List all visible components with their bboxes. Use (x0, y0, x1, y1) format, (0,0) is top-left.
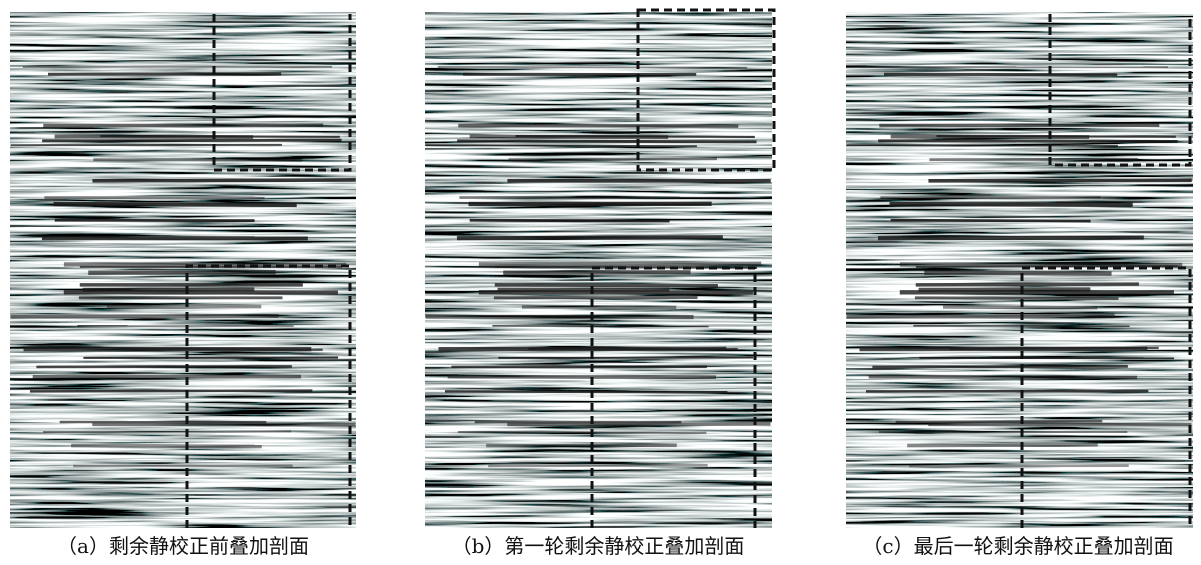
reflector-line (470, 220, 670, 221)
reflector-line (54, 204, 297, 205)
reflector-line (495, 285, 718, 286)
reflector-line (896, 421, 1103, 422)
reflector-line (426, 145, 697, 146)
reflector-line (890, 204, 1133, 205)
reflector-line (470, 137, 668, 138)
section-image (10, 12, 356, 528)
caption: （b）第一轮剩余静校正叠加剖面 (452, 534, 745, 558)
caption: （c）最后一轮剩余静校正叠加剖面 (862, 534, 1173, 558)
reflector-line (71, 446, 262, 447)
reflector-line (878, 238, 1144, 239)
section-image (425, 12, 772, 528)
reflector-line (88, 272, 275, 273)
reflector-line (43, 431, 291, 432)
reflector-line (916, 284, 1139, 285)
reflector-line (847, 316, 1115, 317)
reflector-line (943, 307, 1097, 308)
reflector-line (928, 180, 1191, 181)
reflector-line (458, 126, 738, 127)
figure: （a）剩余静校正前叠加剖面 （b）第一轮剩余静校正叠加剖面 （c）最后一轮剩余静… (0, 0, 1201, 565)
reflector-line (847, 145, 1118, 146)
reflector-line (891, 137, 1089, 138)
reflector-line (42, 140, 341, 141)
reflector-line (872, 366, 1127, 367)
reflector-line (891, 220, 1091, 221)
reflector-line (488, 465, 708, 466)
reflector-line (438, 67, 747, 68)
reflector-line (11, 316, 279, 317)
reflector-line (907, 445, 1098, 446)
seismic-panel (846, 12, 1193, 528)
reflector-line (508, 159, 717, 160)
section-image (846, 12, 1193, 528)
reflector-line (878, 141, 1177, 142)
reflector-line (900, 264, 1182, 265)
reflector-line (860, 349, 1148, 350)
reflector-line (869, 377, 1137, 378)
reflector-line (92, 180, 355, 181)
reflector-line (479, 264, 761, 265)
reflector-line (445, 391, 727, 392)
seismic-panel (10, 12, 356, 528)
reflector-line (55, 137, 253, 138)
caption: （a）剩余静校正前叠加剖面 (57, 534, 309, 558)
reflector-line (457, 141, 756, 142)
page: {"panels": [ {"caption": "（a）剩余静校正前叠加剖面"… (0, 0, 1201, 565)
reflector-line (458, 432, 706, 433)
reflector-line (457, 237, 723, 238)
reflector-line (915, 298, 1119, 299)
reflector-line (93, 160, 302, 161)
reflector-line (924, 273, 1111, 274)
reflector-line (916, 266, 1178, 267)
reflector-line (30, 391, 312, 392)
seismic-panel (425, 12, 772, 528)
reflector-line (492, 326, 708, 327)
